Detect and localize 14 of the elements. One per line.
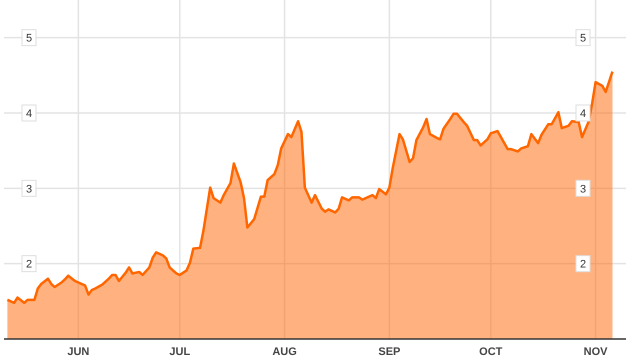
- y-tick-label: 5: [26, 32, 32, 45]
- y-tick-label: 4: [26, 108, 32, 120]
- x-tick-label: SEP: [378, 346, 400, 356]
- y2-tick-label: 4: [580, 108, 586, 120]
- y2-tick-label: 2: [580, 258, 586, 271]
- x-tick-label: NOV: [584, 346, 608, 356]
- y-tick-label: 2: [26, 258, 32, 271]
- y-tick-label: 3: [26, 183, 32, 196]
- y2-tick-label: 3: [580, 183, 586, 196]
- x-tick-label: JUL: [169, 346, 190, 356]
- x-tick-label: JUN: [67, 346, 90, 356]
- x-tick-label: AUG: [272, 346, 297, 356]
- x-tick-label: OCT: [479, 346, 503, 356]
- y2-tick-label: 5: [580, 32, 586, 45]
